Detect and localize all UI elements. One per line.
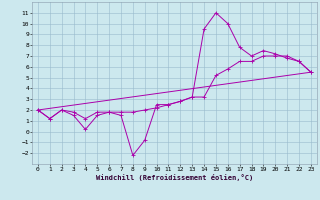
X-axis label: Windchill (Refroidissement éolien,°C): Windchill (Refroidissement éolien,°C) <box>96 174 253 181</box>
